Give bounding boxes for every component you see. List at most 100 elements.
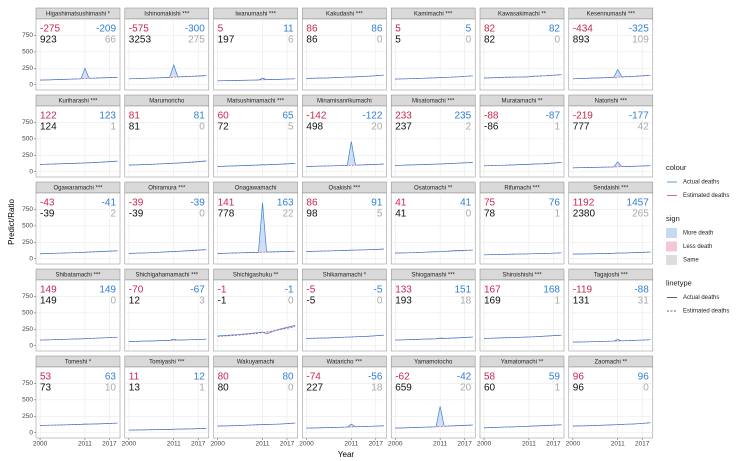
stat-label: -70 [129, 285, 144, 296]
stat-label: 13 [129, 383, 141, 394]
stat-label: 53 [40, 372, 52, 383]
stat-label: 31 [638, 296, 650, 307]
actual-line [217, 325, 296, 337]
stat-label: 2380 [573, 209, 596, 220]
y-tick-label: 250 [22, 413, 33, 420]
stat-label: -88 [634, 285, 649, 296]
stat-label: 5 [395, 35, 401, 46]
stat-label: 10 [105, 383, 117, 394]
actual-line [40, 422, 118, 426]
panel [124, 105, 210, 178]
facet-title: Kawasakimachi ** [498, 12, 547, 18]
stat-label: 0 [288, 296, 294, 307]
stat-label: -434 [573, 24, 593, 35]
stat-label: 0 [110, 296, 116, 307]
facet-title: Ohiramura *** [148, 186, 186, 192]
stat-label: -67 [190, 285, 205, 296]
stat-label: 235 [455, 111, 472, 122]
stat-label: 41 [395, 198, 407, 209]
y-axis-label: Predict/Ratio [7, 199, 16, 245]
facet-title: Tomiyashi *** [149, 360, 185, 366]
stat-label: 131 [573, 296, 590, 307]
stat-label: -39 [190, 198, 205, 209]
facet-title: Tagajoshi *** [594, 273, 629, 279]
stat-label: 75 [484, 198, 496, 209]
stat-label: 168 [543, 285, 560, 296]
stat-label: 0 [377, 35, 383, 46]
facet-title: Rifumachi *** [504, 186, 540, 192]
x-tick-label: 2011 [522, 441, 536, 448]
stat-label: 96 [573, 383, 585, 394]
stat-label: 2 [466, 122, 472, 133]
facet-title: Muratamachi ** [501, 99, 543, 105]
panel [479, 279, 565, 352]
panel [35, 18, 121, 91]
stat-label: -5 [306, 296, 315, 307]
y-tick-label: 0 [29, 342, 33, 349]
y-tick-label: 0 [29, 429, 33, 436]
stat-label: -5 [306, 285, 315, 296]
stat-label: 498 [306, 122, 323, 133]
stat-label: -142 [306, 111, 326, 122]
actual-line [395, 249, 473, 254]
stat-label: 5 [377, 209, 383, 220]
actual-line [217, 163, 296, 167]
stat-label: 82 [484, 35, 496, 46]
facet-title: Shikamamachi * [323, 273, 367, 279]
facet-title: Shichigahamamachi *** [135, 273, 198, 279]
stat-label: 12 [194, 372, 206, 383]
facet-title: Higashimatsushimashi * [46, 12, 111, 18]
stat-label: -56 [368, 372, 383, 383]
stat-label: 18 [371, 383, 383, 394]
stat-label: 1 [554, 209, 560, 220]
y-tick-label: 0 [29, 81, 33, 88]
facet-title: Misatomachi *** [412, 99, 455, 105]
stat-label: 275 [188, 35, 205, 46]
stat-label: 96 [573, 372, 585, 383]
stat-label: 82 [549, 24, 561, 35]
stat-label: 59 [549, 372, 561, 383]
actual-line [484, 334, 562, 339]
y-tick-label: 750 [22, 32, 33, 39]
stat-label: 659 [395, 383, 412, 394]
stat-label: 86 [306, 24, 318, 35]
stat-label: 6 [288, 35, 294, 46]
y-tick-label: 750 [22, 206, 33, 213]
x-tick-label: 2017 [102, 441, 117, 448]
stat-label: 0 [643, 383, 649, 394]
facet-title: Ishinomakishi *** [144, 12, 190, 18]
stat-label: 149 [40, 285, 57, 296]
stat-label: 5 [288, 122, 294, 133]
x-axis-label: Year [338, 450, 355, 459]
legend-label: Estimated deaths [683, 193, 729, 199]
stat-label: 80 [218, 383, 230, 394]
x-tick-label: 2000 [566, 441, 581, 448]
stat-label: 5 [395, 24, 401, 35]
stat-label: -119 [573, 285, 593, 296]
stat-label: 81 [129, 122, 141, 133]
facet-title: Marumoricho [149, 99, 185, 105]
stat-label: 193 [395, 296, 412, 307]
x-tick-label: 2017 [546, 441, 561, 448]
x-tick-label: 2000 [122, 441, 137, 448]
x-tick-label: 2011 [433, 441, 447, 448]
panel [479, 192, 565, 265]
actual-line [40, 67, 118, 81]
stat-label: 1 [554, 296, 560, 307]
stat-label: 58 [484, 372, 496, 383]
legend-label: Less death [683, 244, 712, 250]
facet-title: Shibatamachi *** [55, 273, 101, 279]
y-tick-label: 500 [22, 397, 33, 404]
y-tick-label: 0 [29, 168, 33, 175]
stat-label: 86 [306, 35, 318, 46]
stat-label: 12 [129, 296, 141, 307]
x-tick-label: 2017 [457, 441, 472, 448]
panel [479, 366, 565, 439]
stat-label: -88 [484, 111, 499, 122]
stat-label: 169 [484, 296, 501, 307]
stat-label: 65 [282, 111, 294, 122]
panel [302, 279, 387, 352]
stat-label: 0 [288, 383, 294, 394]
stat-label: 233 [395, 111, 412, 122]
stat-label: 1 [199, 383, 205, 394]
